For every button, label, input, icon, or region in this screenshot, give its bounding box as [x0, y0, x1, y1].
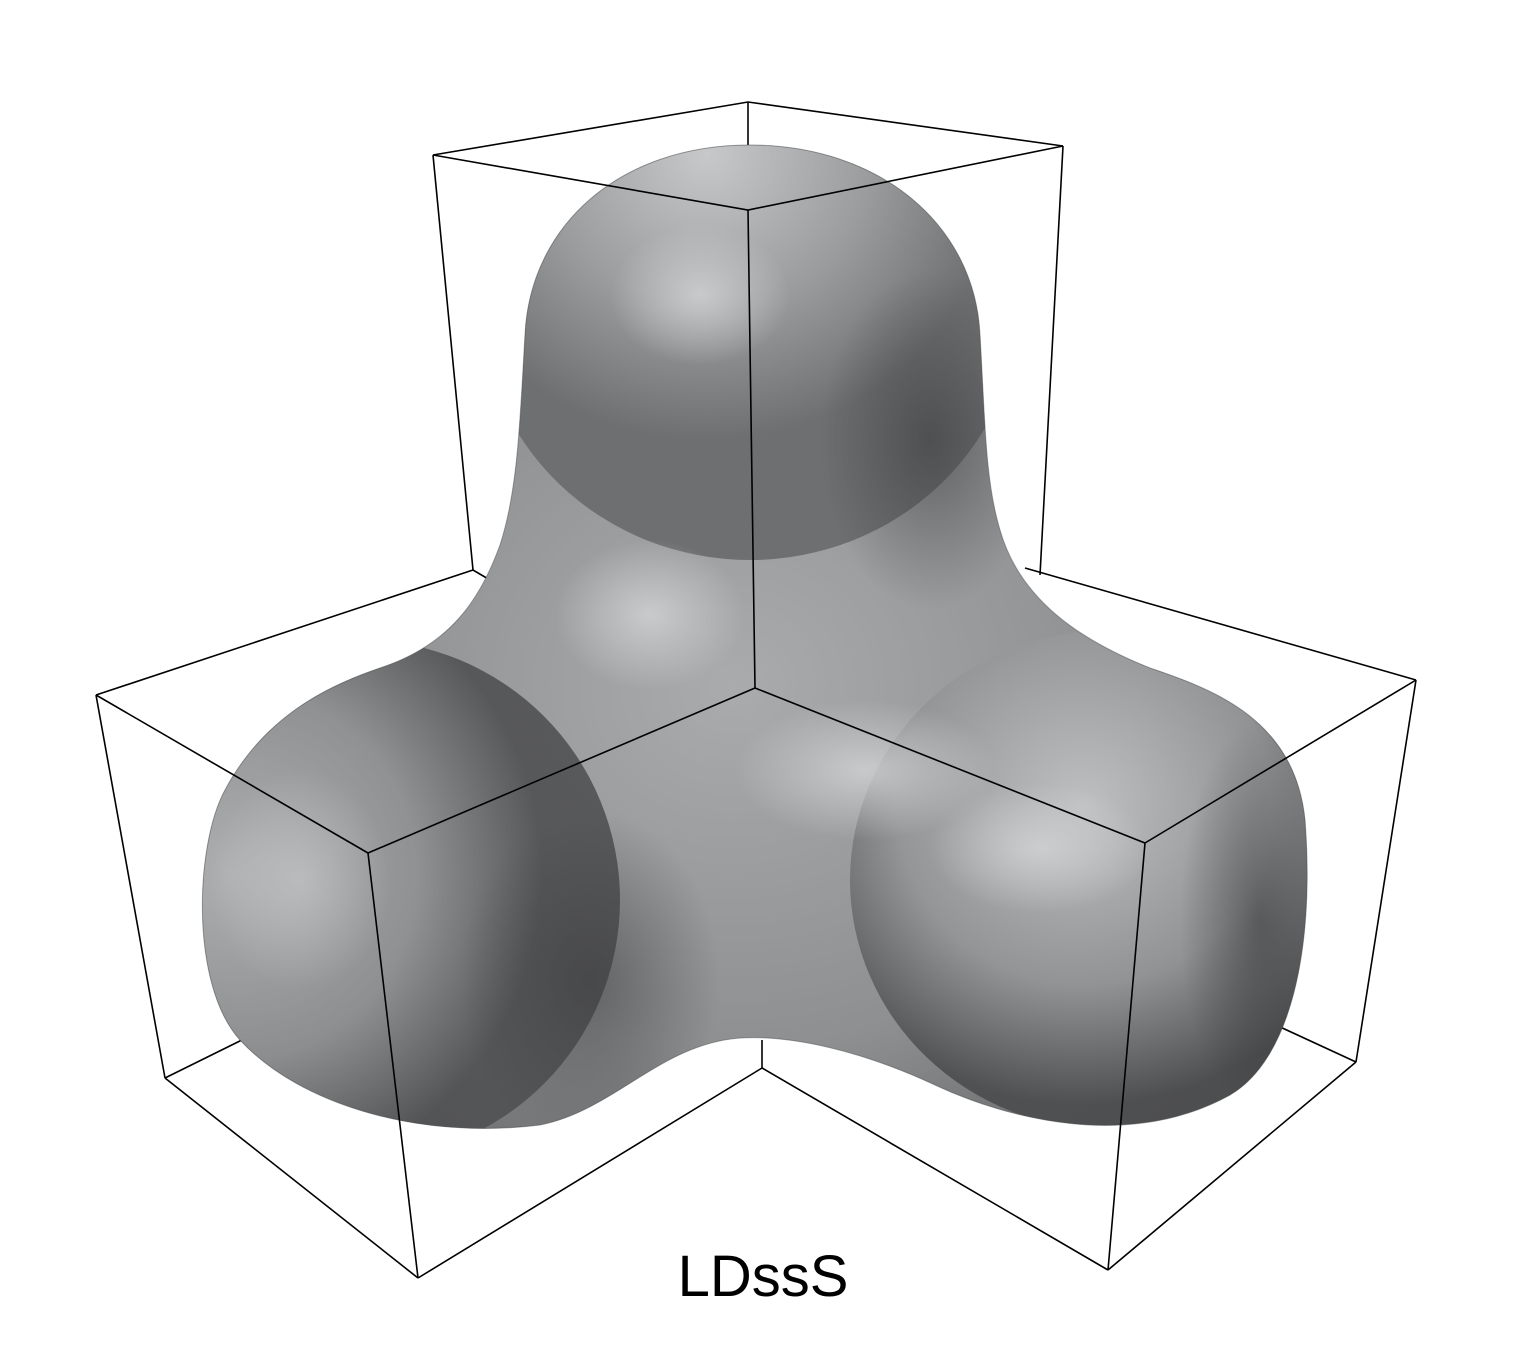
- cube-wireframe-icon: [95, 145, 1417, 1279]
- caption-label: LDssS: [677, 1244, 849, 1309]
